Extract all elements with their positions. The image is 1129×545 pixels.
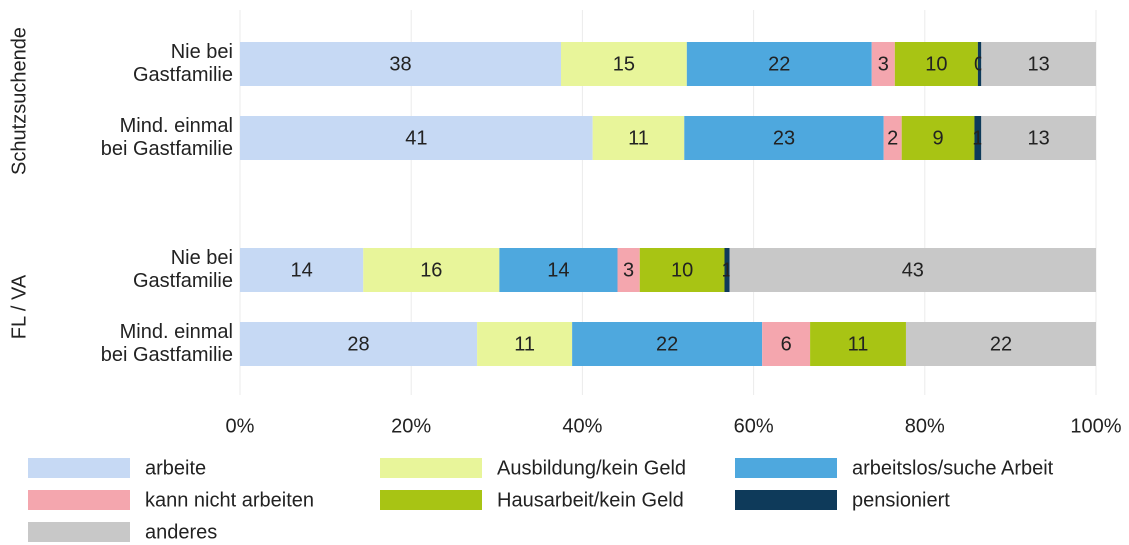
bar-segment: [905, 322, 1096, 366]
bar-segment: [977, 42, 982, 86]
value-label: 14: [547, 259, 569, 281]
bar-segment: [240, 116, 593, 160]
value-label: 13: [1028, 127, 1050, 149]
value-label: 11: [514, 333, 535, 355]
category-label: Mind. einmal bei Gastfamilie: [100, 115, 233, 160]
bar-segment: [499, 248, 618, 292]
value-label: 3: [623, 259, 634, 281]
bar-segment: [762, 322, 811, 366]
bar-segment: [240, 322, 478, 366]
bar-segment: [901, 116, 975, 160]
legend-label: Hausarbeit/kein Geld: [497, 489, 684, 511]
legend-swatch: [28, 490, 130, 510]
value-label: 3: [878, 53, 889, 75]
bar-segment: [363, 248, 500, 292]
legend-swatch: [735, 458, 837, 478]
value-label: 22: [656, 333, 678, 355]
category-label: Nie bei Gastfamilie: [132, 247, 233, 292]
value-label: 14: [291, 259, 313, 281]
bar-segment: [240, 248, 364, 292]
value-label: 13: [1028, 53, 1050, 75]
x-tick-label: 20%: [391, 415, 431, 437]
legend-swatch: [28, 458, 130, 478]
value-label: 9: [933, 127, 944, 149]
value-label: 43: [902, 259, 924, 281]
legend-label: kann nicht arbeiten: [145, 489, 314, 511]
bar-segment: [729, 248, 1096, 292]
value-label: 22: [768, 53, 790, 75]
legend-label: anderes: [145, 521, 217, 543]
bar-segment: [617, 248, 640, 292]
bar-segment: [240, 42, 561, 86]
value-label: 6: [781, 333, 792, 355]
value-label: 28: [347, 333, 369, 355]
value-label: 41: [405, 127, 427, 149]
x-tick-label: 60%: [734, 415, 774, 437]
value-label: 1: [722, 259, 733, 281]
bar-segment: [981, 42, 1096, 86]
value-label: 15: [613, 53, 635, 75]
value-label: 38: [389, 53, 411, 75]
bar-segment: [724, 248, 730, 292]
legend-label: pensioniert: [852, 489, 950, 511]
value-label: 23: [773, 127, 795, 149]
legend-swatch: [380, 458, 482, 478]
bar-segment: [477, 322, 573, 366]
x-tick-label: 100%: [1070, 415, 1121, 437]
bar-segment: [894, 42, 978, 86]
bar-segment: [561, 42, 687, 86]
bar-segment: [639, 248, 725, 292]
legend-label: Ausbildung/kein Geld: [497, 457, 686, 479]
value-label: 22: [990, 333, 1012, 355]
legend-label: arbeitslos/suche Arbeit: [852, 457, 1054, 479]
bar-segment: [686, 42, 872, 86]
value-label: 16: [420, 259, 442, 281]
legend-label: arbeite: [145, 457, 206, 479]
bar-segment: [974, 116, 982, 160]
legend-swatch: [380, 490, 482, 510]
value-label: 11: [628, 127, 649, 149]
value-label: 0: [974, 53, 985, 75]
bar-segment: [810, 322, 906, 366]
category-label: Nie bei Gastfamilie: [132, 41, 233, 86]
bar-segment: [871, 42, 895, 86]
value-label: 11: [848, 333, 869, 355]
bar-segment: [883, 116, 902, 160]
legend-swatch: [735, 490, 837, 510]
value-label: 2: [887, 127, 898, 149]
x-tick-label: 40%: [562, 415, 602, 437]
x-tick-label: 80%: [905, 415, 945, 437]
value-label: 10: [671, 259, 693, 281]
bar-segment: [684, 116, 884, 160]
value-label: 1: [972, 127, 983, 149]
x-tick-label: 0%: [226, 415, 255, 437]
bar-segment: [981, 116, 1096, 160]
legend-swatch: [28, 522, 130, 542]
bar-segment: [572, 322, 763, 366]
value-label: 10: [925, 53, 947, 75]
bar-segment: [592, 116, 685, 160]
category-label: Mind. einmal bei Gastfamilie: [100, 321, 233, 366]
